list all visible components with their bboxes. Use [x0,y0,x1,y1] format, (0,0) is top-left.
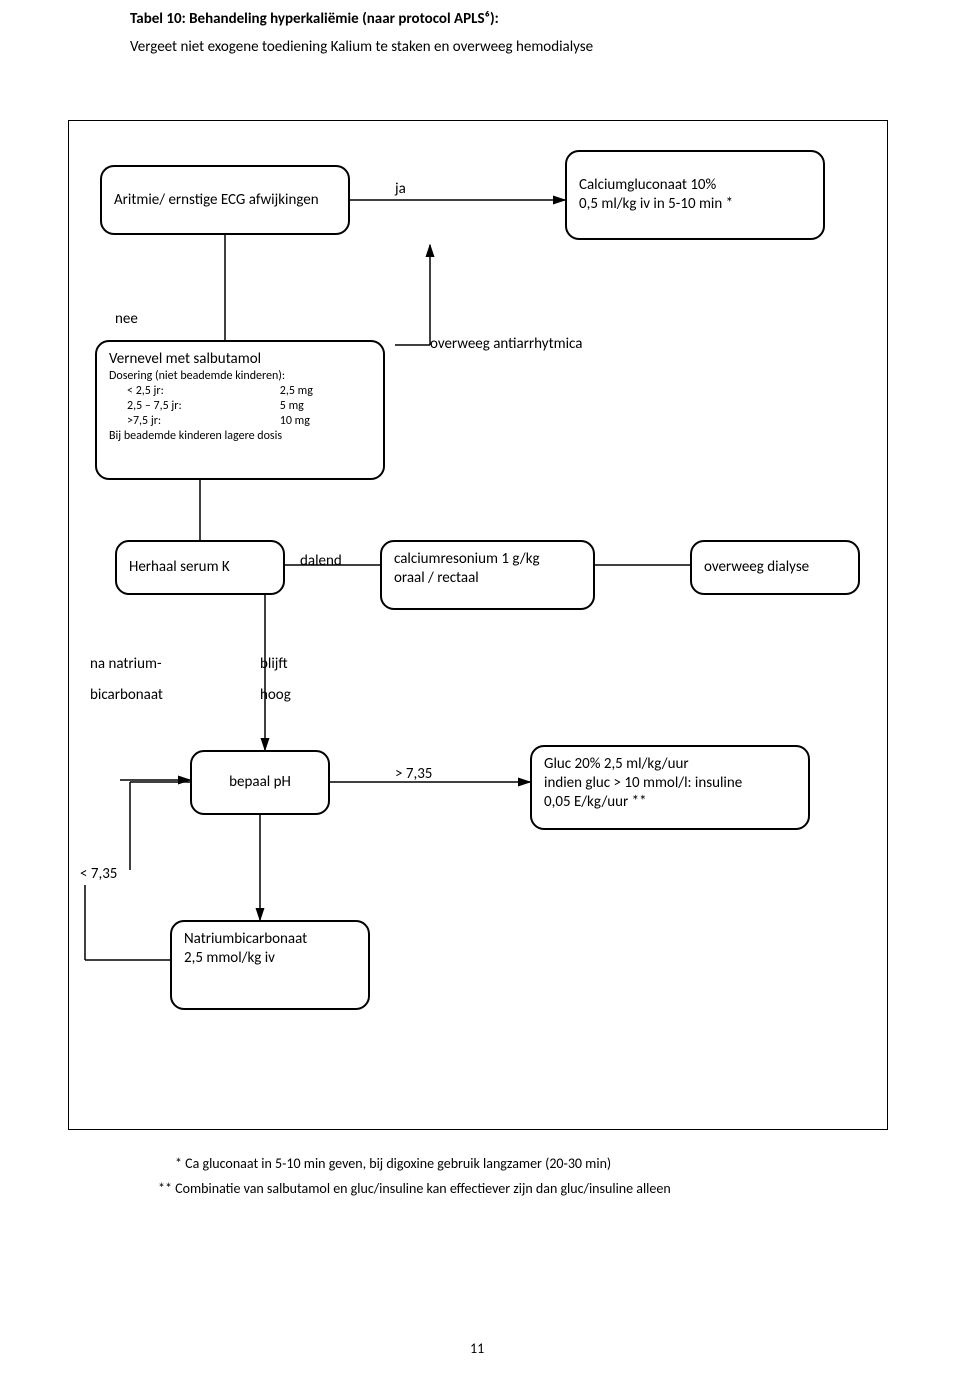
dialyse-text: overweeg dialyse [704,558,809,577]
page-number: 11 [470,1340,484,1357]
gluc-l1: Gluc 20% 2,5 ml/kg/uur [544,755,689,773]
node-ecg: Aritmie/ ernstige ECG afwijkingen [100,165,350,235]
dose-r2b: 5 mg [280,399,371,414]
node-natriumbicarbonaat: Natriumbicarbonaat 2,5 mmol/kg iv [170,920,370,1010]
node-gluc: Gluc 20% 2,5 ml/kg/uur indien gluc > 10 … [530,745,810,830]
gluc-l2: indien gluc > 10 mmol/l: insuline [544,774,742,792]
footnote-1: * Ca gluconaat in 5-10 min geven, bij di… [175,1155,611,1172]
resonium-l2: oraal / rectaal [394,569,479,587]
page-title: Tabel 10: Behandeling hyperkaliëmie (naa… [130,10,499,28]
label-na-natrium: na natrium- [90,655,162,673]
salbutamol-foot: Bij beademde kinderen lagere dosis [109,429,371,444]
label-ja: ja [395,180,406,198]
page-subtitle: Vergeet niet exogene toediening Kalium t… [130,38,593,56]
label-hoog: hoog [260,686,291,704]
salbutamol-sub: Dosering (niet beademde kinderen): [109,369,371,384]
label-lt735: < 7,35 [80,865,117,883]
label-antiarrhytmica: overweeg antiarrhytmica [430,335,582,353]
natriumbic-l2: 2,5 mmol/kg iv [184,949,275,967]
calgluc-line2: 0,5 ml/kg iv in 5-10 min * [579,195,811,214]
node-bepaal-ph: bepaal pH [190,750,330,815]
node-resonium: calciumresonium 1 g/kg oraal / rectaal [380,540,595,610]
node-calciumgluconaat: Calciumgluconaat 10% 0,5 ml/kg iv in 5-1… [565,150,825,240]
dose-r2a: 2,5 – 7,5 jr: [127,399,240,414]
node-salbutamol: Vernevel met salbutamol Dosering (niet b… [95,340,385,480]
label-gt735: > 7,35 [395,765,432,783]
salbutamol-dose-table: < 2,5 jr: 2,5 mg 2,5 – 7,5 jr: 5 mg >7,5 j… [127,384,371,429]
label-dalend: dalend [300,552,342,570]
label-blijft: blijft [260,655,288,673]
gluc-l3: 0,05 E/kg/uur ** [544,793,647,811]
node-herhaal-k: Herhaal serum K [115,540,285,595]
herhaal-k-text: Herhaal serum K [129,558,230,577]
salbutamol-title: Vernevel met salbutamol [109,350,371,369]
node-ecg-text: Aritmie/ ernstige ECG afwijkingen [114,191,319,210]
resonium-l1: calciumresonium 1 g/kg [394,550,540,568]
natriumbic-l1: Natriumbicarbonaat [184,930,307,948]
calgluc-line1: Calciumgluconaat 10% [579,176,811,195]
dose-r3b: 10 mg [280,414,371,429]
dose-r1a: < 2,5 jr: [127,384,240,399]
bepaal-ph-text: bepaal pH [229,773,291,792]
node-dialyse: overweeg dialyse [690,540,860,595]
dose-r1b: 2,5 mg [280,384,371,399]
dose-r3a: >7,5 jr: [127,414,240,429]
label-nee: nee [115,310,138,328]
label-bicarbonaat: bicarbonaat [90,686,163,704]
footnote-2: ** Combinatie van salbutamol en gluc/ins… [158,1180,671,1197]
